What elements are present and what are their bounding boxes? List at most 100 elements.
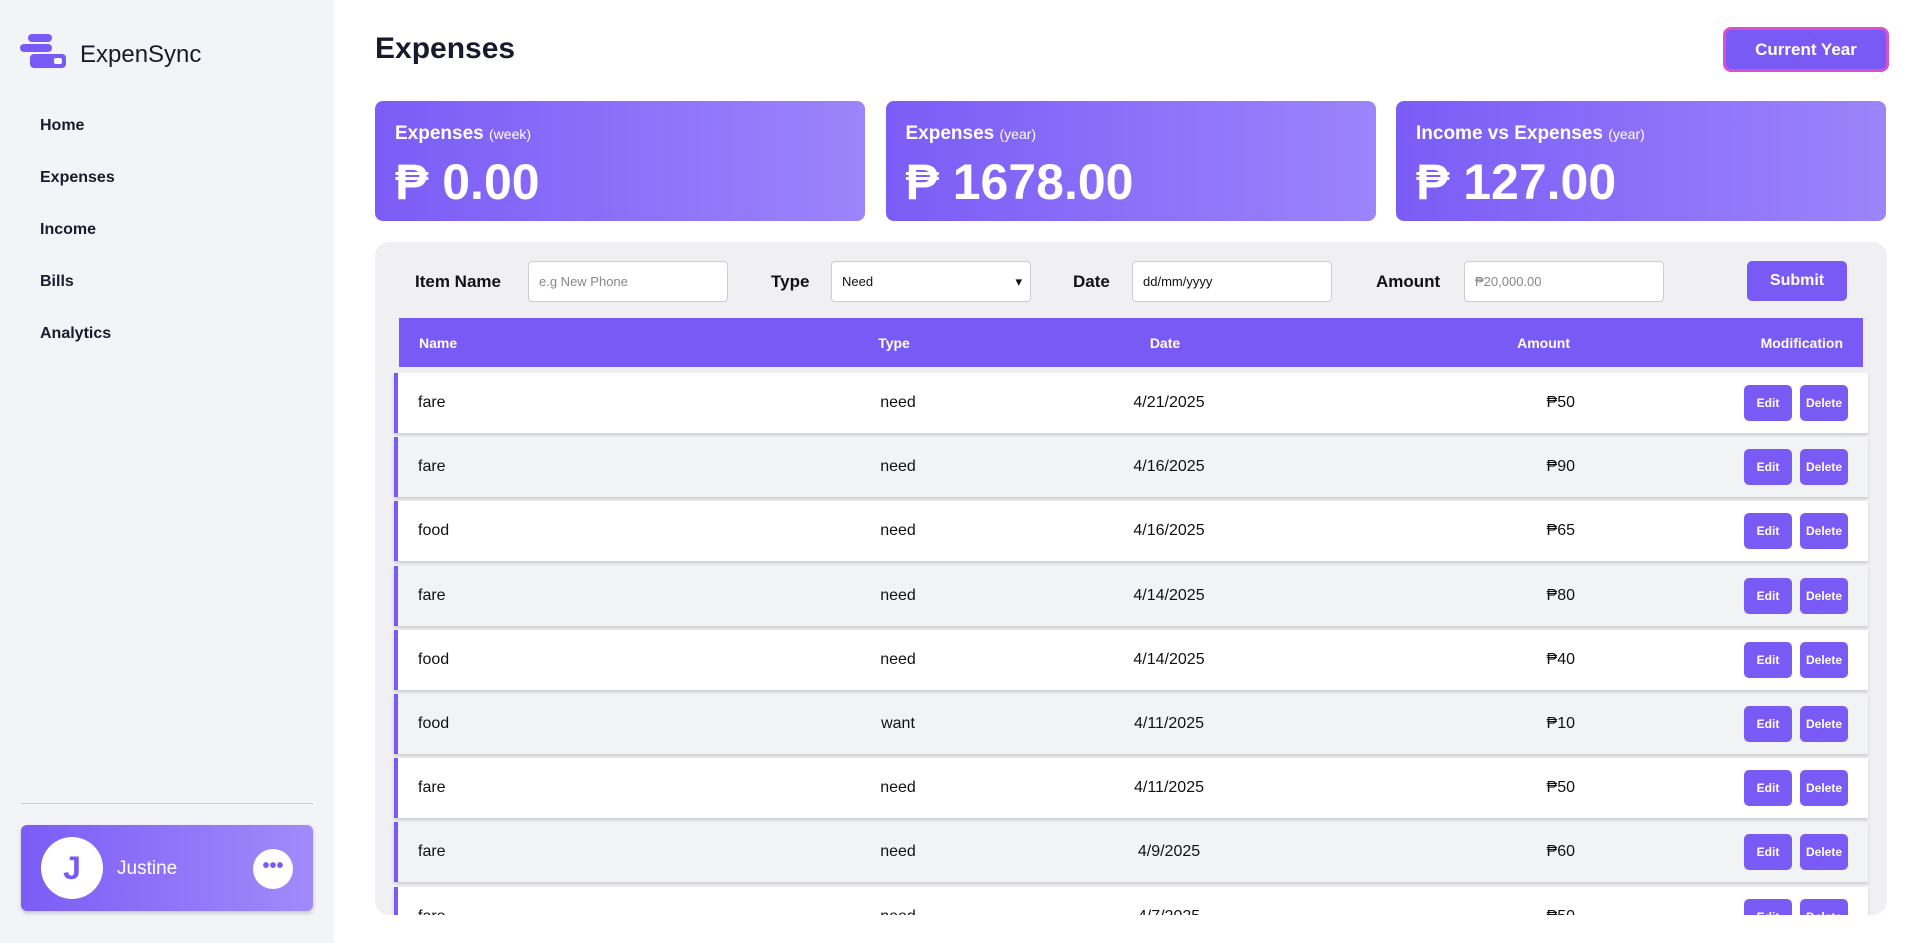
edit-button[interactable]: Edit	[1744, 834, 1792, 871]
page-title: Expenses	[375, 32, 516, 65]
item-input[interactable]: e.g New Phone	[528, 261, 728, 302]
table-row: food want 4/11/2025 ₱10 Edit Delete	[394, 694, 1868, 754]
nav-item[interactable]: Home	[40, 117, 85, 134]
card-label: Expenses (year)	[906, 123, 1037, 145]
delete-button[interactable]: Delete	[1800, 385, 1848, 421]
table-row: fare need 4/9/2025 ₱60 Edit Delete	[394, 822, 1868, 883]
cell: food	[418, 522, 450, 540]
card-amount: ₱ 0.00	[395, 154, 540, 210]
cell: 4/9/2025	[1137, 843, 1201, 861]
delete-button[interactable]: Delete	[1800, 577, 1848, 614]
table-row: fare need 4/16/2025 ₱90 Edit Delete	[394, 437, 1868, 498]
delete-button[interactable]: Delete	[1800, 513, 1848, 550]
card-amount: ₱ 1678.00	[905, 154, 1134, 210]
card-title: Income vs Expenses	[1416, 123, 1603, 144]
submit-button[interactable]: Submit	[1747, 261, 1847, 301]
cell: fare	[418, 586, 446, 604]
more-button[interactable]: •••	[253, 849, 293, 889]
cell: fare	[418, 843, 446, 861]
cell: ₱80	[1546, 586, 1575, 604]
nav-item[interactable]: Expenses	[40, 169, 115, 186]
expenses-panel: Item Name e.g New Phone Type Need ▾ Date …	[375, 242, 1887, 915]
cell: ₱50	[1546, 394, 1575, 411]
column-header: Name	[419, 334, 458, 351]
brand: ExpenSync	[80, 41, 202, 68]
label: Date	[1073, 272, 1110, 291]
edit-button[interactable]: Edit	[1744, 770, 1792, 807]
edit-button[interactable]: Edit	[1744, 706, 1792, 742]
date-input[interactable]: dd/mm/yyyy	[1132, 261, 1332, 302]
cell: ₱40	[1546, 650, 1575, 668]
cell: ₱60	[1546, 843, 1575, 861]
table-row: food need 4/14/2025 ₱40 Edit Delete	[394, 629, 1868, 690]
table-row: fare need 4/14/2025 ₱80 Edit Delete	[394, 565, 1868, 626]
cell: ₱90	[1546, 458, 1575, 476]
column-header: Date	[1149, 334, 1181, 351]
card-amount: ₱ 127.00	[1416, 154, 1617, 210]
user-card: J Justine •••	[21, 825, 313, 911]
table-row: fare need 4/11/2025 ₱50 Edit Delete	[394, 758, 1868, 819]
cell: 4/16/2025	[1133, 522, 1205, 540]
cell: 4/21/2025	[1133, 394, 1205, 411]
table-row: fare need 4/21/2025 ₱50 Edit Delete	[394, 373, 1868, 433]
cell: need	[880, 908, 916, 915]
avatar: J	[41, 837, 103, 899]
nav-item[interactable]: Bills	[40, 273, 74, 290]
cell: 4/14/2025	[1133, 650, 1205, 668]
delete-button[interactable]: Delete	[1800, 449, 1848, 486]
cell: 4/11/2025	[1134, 715, 1204, 732]
card-period: (week)	[489, 126, 532, 142]
delete-button[interactable]: Delete	[1800, 641, 1848, 678]
card-period: (year)	[999, 126, 1037, 142]
card-label: Income vs Expenses (year)	[1416, 123, 1645, 145]
edit-button[interactable]: Edit	[1744, 385, 1792, 421]
cell: ₱50	[1546, 779, 1575, 797]
cell: 4/7/2025	[1138, 908, 1200, 915]
label: Type	[771, 272, 810, 291]
cell: ₱10	[1546, 715, 1575, 732]
delete-button[interactable]: Delete	[1800, 770, 1848, 807]
cell: fare	[418, 458, 446, 476]
nav-item[interactable]: Analytics	[40, 325, 112, 342]
sidebar: ExpenSync Home Expenses Income Bills Analyti…	[0, 0, 334, 943]
cell: need	[880, 779, 916, 797]
caret: ▾	[1015, 274, 1022, 289]
user-name: Justine	[117, 858, 178, 879]
delete-button[interactable]: Delete	[1800, 834, 1848, 871]
cell: 4/14/2025	[1133, 586, 1205, 604]
cell: 4/11/2025	[1134, 779, 1204, 797]
edit-button[interactable]: Edit	[1744, 641, 1792, 678]
table-row: fare need 4/7/2025 ₱50 Edit Delete	[394, 886, 1868, 915]
label: Amount	[1376, 272, 1441, 291]
amount-input[interactable]: ₱20,000.00	[1464, 261, 1664, 302]
table-header: Name Type Date Amount Modification	[399, 318, 1863, 367]
cell: want	[881, 715, 915, 732]
type-select[interactable]: Need ▾	[831, 261, 1031, 302]
column-header: Modification	[1760, 334, 1843, 351]
delete-button[interactable]: Delete	[1800, 898, 1848, 915]
summary-card: Expenses (week) ₱ 0.00	[375, 101, 865, 221]
card-title: Expenses	[395, 123, 484, 144]
cell: fare	[418, 779, 446, 797]
edit-button[interactable]: Edit	[1744, 577, 1792, 614]
card-title: Expenses	[905, 123, 995, 144]
cell: need	[880, 394, 916, 411]
column-header: Type	[878, 334, 910, 351]
edit-button[interactable]: Edit	[1744, 513, 1792, 550]
cell: ₱50	[1547, 908, 1575, 915]
delete-button[interactable]: Delete	[1800, 706, 1848, 742]
card-period: (year)	[1608, 126, 1645, 142]
cell: food	[418, 650, 450, 668]
table-row: food need 4/16/2025 ₱65 Edit Delete	[394, 501, 1868, 562]
edit-button[interactable]: Edit	[1744, 898, 1792, 915]
cell: food	[418, 715, 450, 732]
edit-button[interactable]: Edit	[1744, 449, 1792, 486]
current-year-button[interactable]: Current Year	[1723, 27, 1889, 72]
cell: need	[880, 586, 916, 604]
cell: need	[880, 650, 916, 668]
cell: need	[880, 843, 916, 861]
select-value: Need	[842, 274, 874, 289]
column-header: Amount	[1517, 334, 1570, 351]
nav-item[interactable]: Income	[40, 221, 97, 238]
